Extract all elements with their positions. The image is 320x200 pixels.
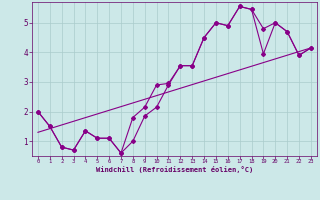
X-axis label: Windchill (Refroidissement éolien,°C): Windchill (Refroidissement éolien,°C): [96, 166, 253, 173]
